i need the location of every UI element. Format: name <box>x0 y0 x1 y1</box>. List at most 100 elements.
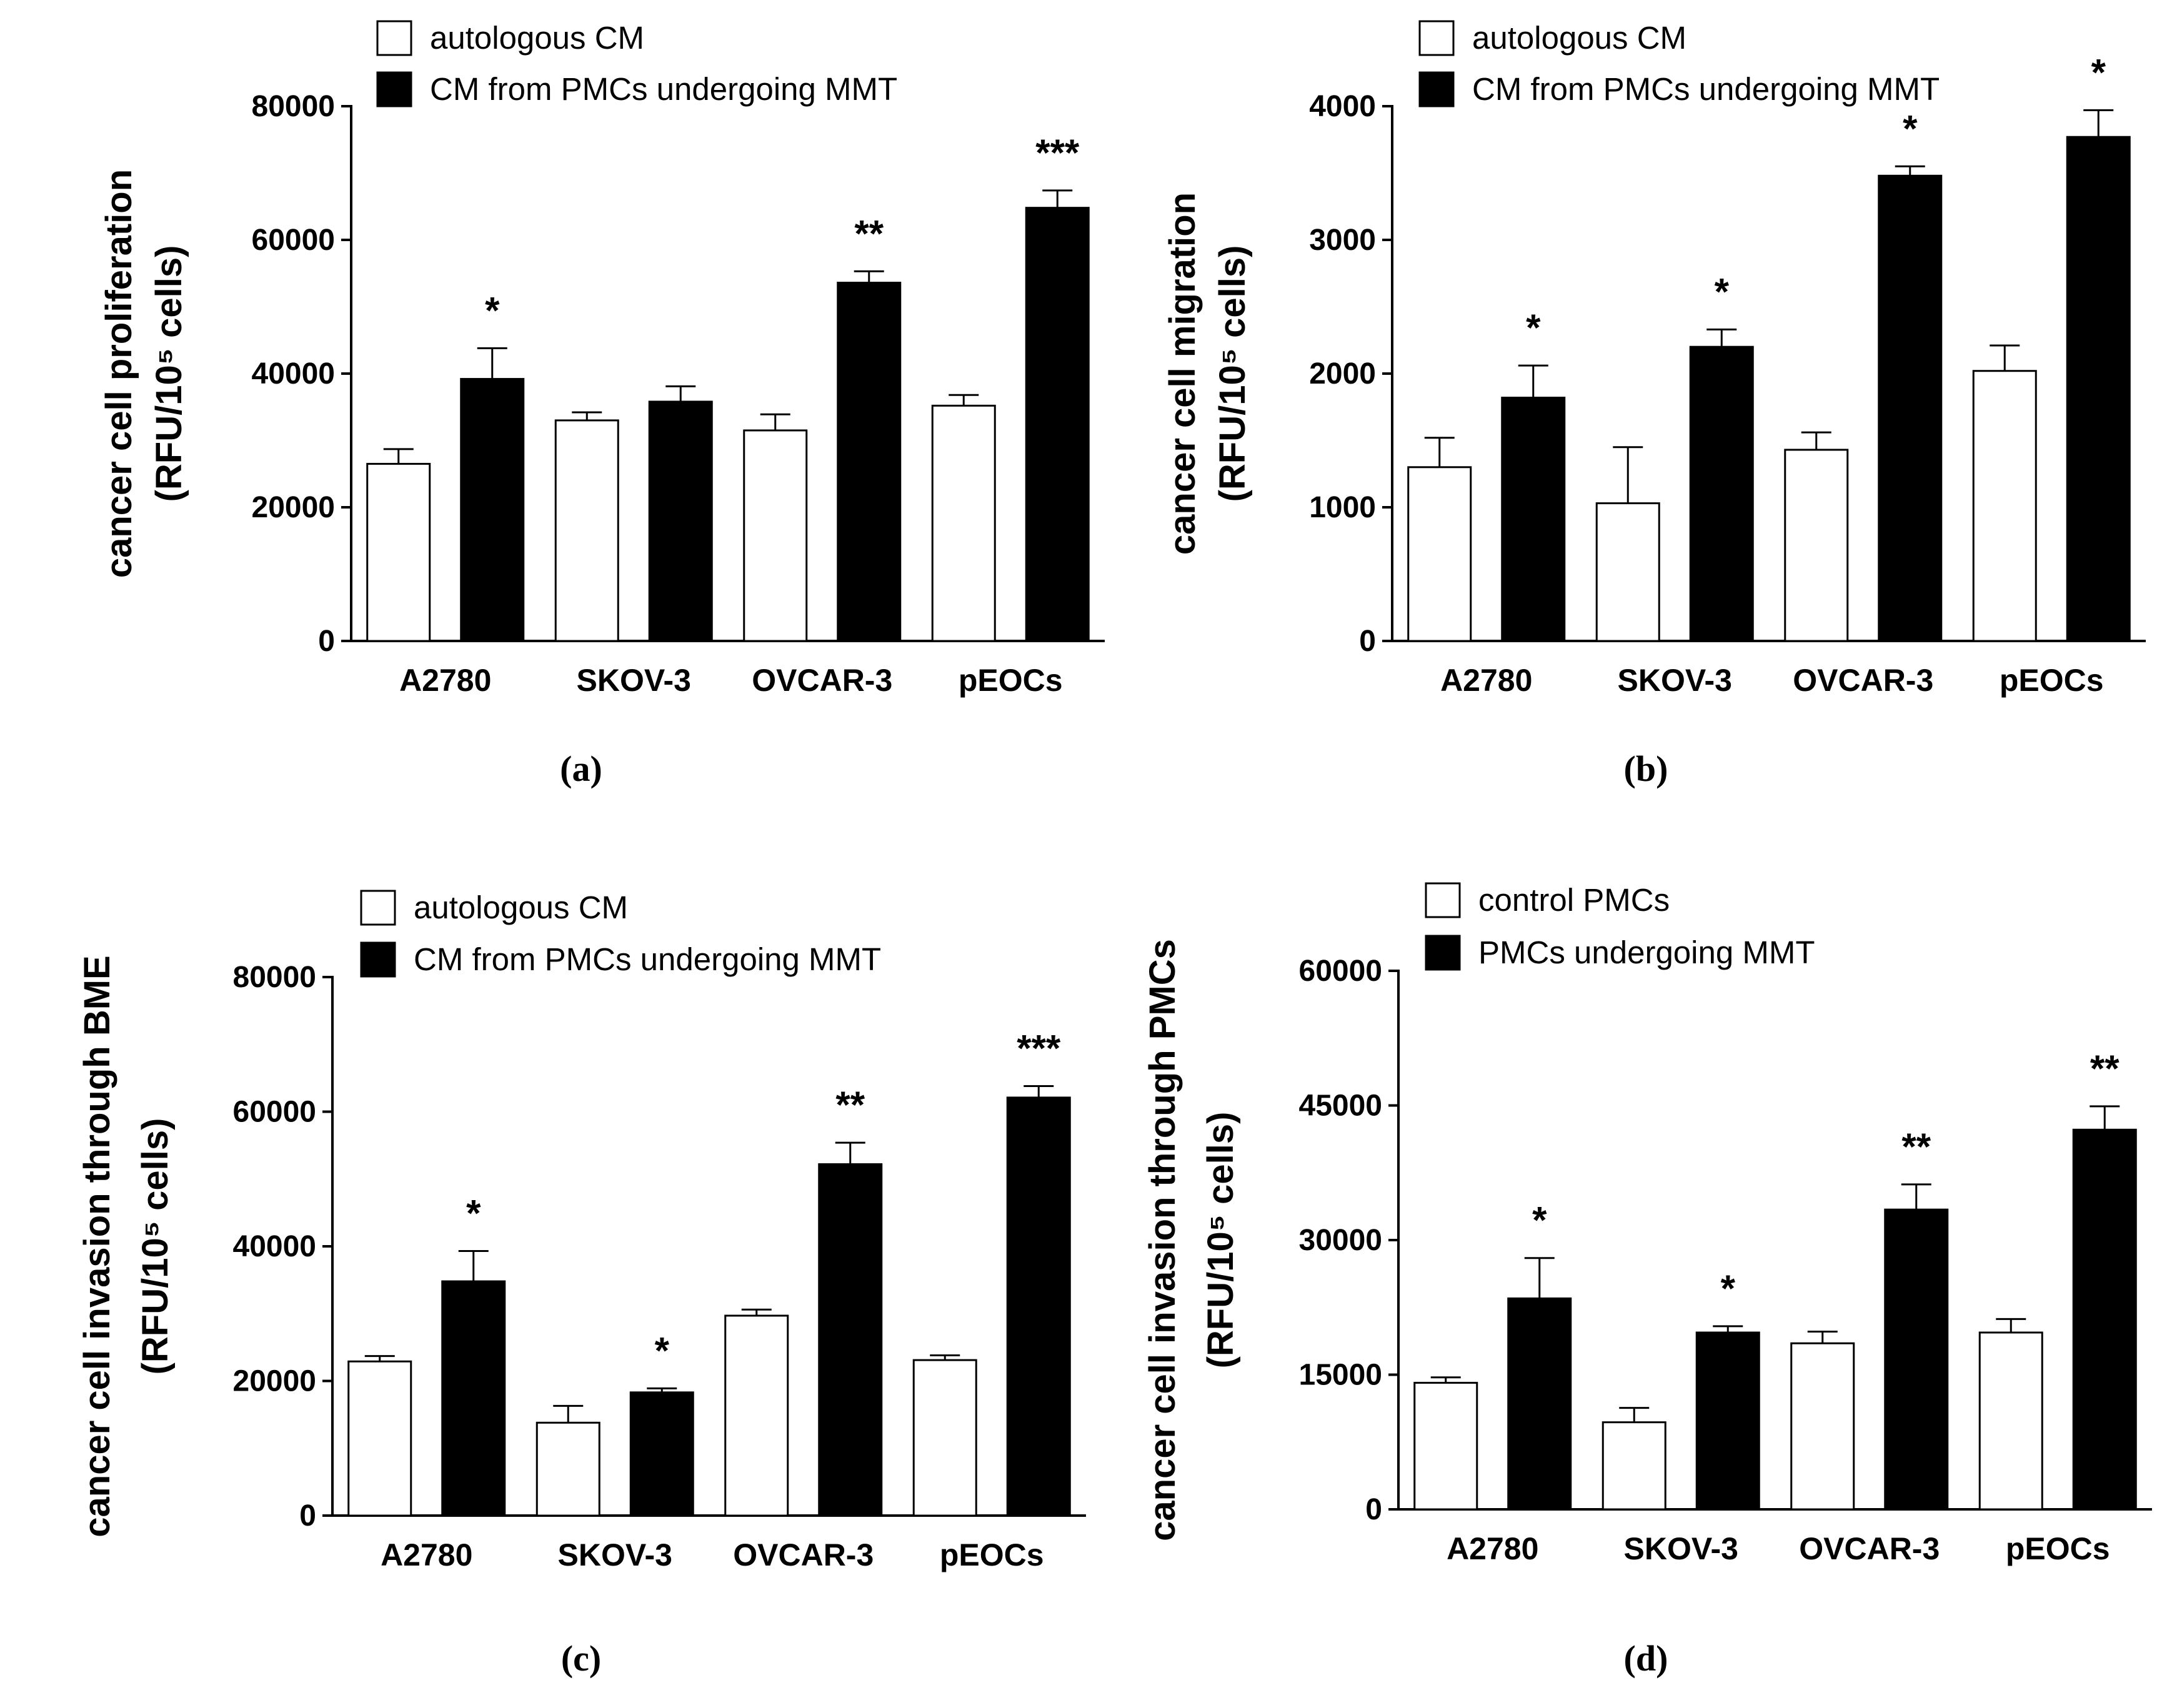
significance-marker: *** <box>1017 1028 1061 1070</box>
chart-panel-4: 0 15000 30000 45000 60000 * A2780 * SKOV-3 ** OVCA… <box>1142 882 2152 1679</box>
bar <box>1407 466 1472 642</box>
panel-label: (d) <box>1624 1638 1668 1679</box>
panel-label: (c) <box>561 1638 601 1679</box>
y-axis-title: cancer cell invasion through PMCs <box>1142 939 1183 1541</box>
category-label: A2780 <box>1447 1531 1538 1566</box>
bar <box>460 378 525 642</box>
bar <box>1025 207 1090 642</box>
category-label: A2780 <box>1440 663 1532 698</box>
panel-label: (a) <box>560 748 602 789</box>
legend-swatch <box>1425 882 1461 918</box>
y-tick-label: 1000 <box>1309 491 1376 524</box>
bar <box>1413 1381 1478 1511</box>
y-tick-label: 15000 <box>1299 1359 1382 1392</box>
category-label: SKOV-3 <box>1618 663 1732 698</box>
category-label: SKOV-3 <box>577 663 691 698</box>
bar <box>1695 1331 1760 1511</box>
category-label: pEOCs <box>959 663 1063 698</box>
bar <box>441 1280 506 1517</box>
y-tick-label: 60000 <box>1299 955 1382 988</box>
significance-marker: * <box>1532 1199 1547 1241</box>
legend: autologous CM CM from PMCs undergoing MMT <box>1418 20 1940 107</box>
legend-swatch <box>360 941 396 978</box>
legend-swatch <box>376 71 412 107</box>
y-tick-label: 0 <box>299 1499 316 1532</box>
y-tick-label: 20000 <box>252 491 335 524</box>
category-label: A2780 <box>381 1537 472 1572</box>
significance-marker: * <box>1721 1268 1736 1309</box>
y-tick-label: 3000 <box>1309 224 1376 257</box>
y-axis-title: cancer cell invasion through BME <box>77 955 117 1537</box>
legend-swatch <box>1418 20 1455 56</box>
y-axis-title-units: (RFU/10⁵ cells) <box>1200 1112 1241 1369</box>
category-label: OVCAR-3 <box>1799 1531 1940 1566</box>
category-label: SKOV-3 <box>558 1537 672 1572</box>
bar <box>912 1359 977 1517</box>
y-axis-title-units: (RFU/10⁵ cells) <box>135 1118 176 1375</box>
bar <box>1878 174 1943 642</box>
significance-marker: ** <box>835 1084 865 1126</box>
legend-label: CM from PMCs undergoing MMT <box>1472 71 1940 107</box>
category-label: pEOCs <box>2000 663 2104 698</box>
legend-swatch <box>360 890 396 926</box>
legend-label: autologous CM <box>1472 20 1686 56</box>
legend: autologous CM CM from PMCs undergoing MMT <box>360 890 881 978</box>
y-tick-label: 0 <box>1365 1493 1382 1526</box>
bar <box>1978 1331 2043 1511</box>
panel-label: (b) <box>1624 748 1668 789</box>
legend: autologous CM CM from PMCs undergoing MMT <box>376 20 897 107</box>
bar <box>837 281 902 642</box>
y-axis-title: cancer cell proliferation <box>99 169 139 578</box>
bar <box>648 400 713 642</box>
y-tick-label: 45000 <box>1299 1090 1382 1123</box>
category-label: SKOV-3 <box>1624 1531 1738 1566</box>
bar <box>1884 1208 1949 1511</box>
y-tick-label: 40000 <box>252 357 335 390</box>
legend-label: autologous CM <box>430 20 644 56</box>
chart-panel-1: 0 20000 40000 60000 80000 * A2780 SKOV-3 ** OVCAR… <box>99 20 1105 789</box>
significance-marker: * <box>655 1329 670 1371</box>
legend-label: control PMCs <box>1478 882 1670 918</box>
bar <box>818 1163 883 1517</box>
y-tick-label: 40000 <box>233 1230 316 1263</box>
y-tick-label: 80000 <box>252 90 335 123</box>
category-label: OVCAR-3 <box>1793 663 1933 698</box>
bar <box>743 429 808 642</box>
legend-swatch <box>1425 935 1461 971</box>
legend-swatch <box>1418 71 1455 107</box>
bar <box>1784 449 1849 642</box>
significance-marker: * <box>1903 107 1918 149</box>
bar <box>536 1421 600 1517</box>
chart-panel-2: 0 1000 2000 3000 4000 * A2780 * SKOV-3 * OVCAR-3 * p… <box>1162 20 2146 789</box>
significance-marker: *** <box>1035 132 1080 174</box>
y-axis-title: cancer cell migration <box>1162 192 1203 555</box>
significance-marker: * <box>2091 51 2106 93</box>
y-axis-title-units: (RFU/10⁵ cells) <box>1212 246 1253 502</box>
legend: control PMCs PMCs undergoing MMT <box>1425 882 1815 971</box>
y-tick-label: 0 <box>318 625 335 658</box>
legend-label: CM from PMCs undergoing MMT <box>430 71 897 107</box>
bar <box>1602 1421 1666 1511</box>
bar <box>1595 502 1660 642</box>
category-label: OVCAR-3 <box>733 1537 874 1572</box>
category-label: A2780 <box>399 663 491 698</box>
significance-marker: * <box>1526 307 1541 349</box>
significance-marker: ** <box>1901 1126 1931 1168</box>
legend-label: CM from PMCs undergoing MMT <box>414 941 881 977</box>
bar <box>1972 370 2037 642</box>
significance-marker: * <box>485 289 500 331</box>
y-tick-label: 80000 <box>233 961 316 994</box>
legend-label: PMCs undergoing MMT <box>1478 935 1815 970</box>
y-tick-label: 20000 <box>233 1365 316 1398</box>
bar <box>2072 1128 2137 1511</box>
bar <box>1006 1096 1071 1517</box>
significance-marker: * <box>1715 271 1730 312</box>
bar <box>1790 1342 1855 1511</box>
bar <box>2066 136 2131 642</box>
chart-panel-3: 0 20000 40000 60000 80000 * A2780 * SKOV-3 ** OVCA… <box>77 890 1086 1679</box>
y-tick-label: 0 <box>1359 625 1376 658</box>
legend-swatch <box>376 20 412 56</box>
significance-marker: ** <box>854 212 884 254</box>
bar <box>1689 345 1754 642</box>
y-tick-label: 30000 <box>1299 1224 1382 1257</box>
